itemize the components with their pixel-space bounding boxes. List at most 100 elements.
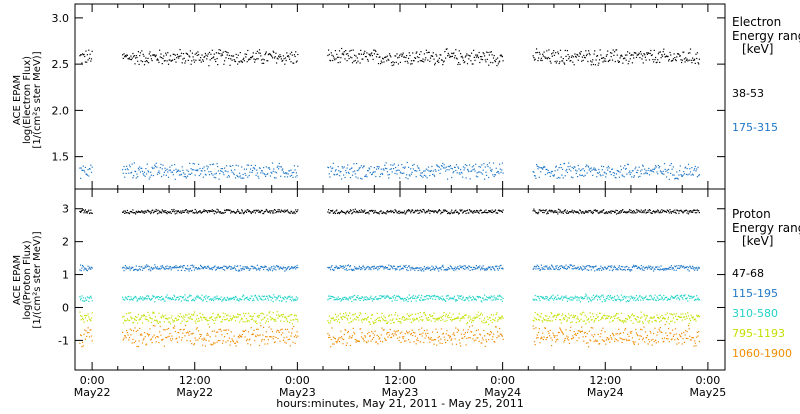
data-point <box>274 268 275 269</box>
data-point <box>637 172 638 173</box>
data-point <box>230 318 231 319</box>
data-point <box>347 319 348 320</box>
data-point <box>138 168 139 169</box>
data-point <box>199 168 200 169</box>
data-point <box>607 267 608 268</box>
data-point <box>548 269 549 270</box>
data-point <box>535 268 536 269</box>
data-point <box>556 62 557 63</box>
data-point <box>184 265 185 266</box>
data-point <box>682 176 683 177</box>
data-point <box>217 317 218 318</box>
data-point <box>659 318 660 319</box>
data-point <box>646 317 647 318</box>
data-point <box>132 53 133 54</box>
data-point <box>449 313 450 314</box>
data-point <box>396 269 397 270</box>
data-point <box>698 167 699 168</box>
data-point <box>275 53 276 54</box>
data-point <box>185 299 186 300</box>
data-point <box>330 298 331 299</box>
data-point <box>263 167 264 168</box>
data-point <box>154 167 155 168</box>
data-point <box>195 212 196 213</box>
data-point <box>613 300 614 301</box>
data-point <box>132 209 133 210</box>
data-point <box>412 63 413 64</box>
data-point <box>290 176 291 177</box>
data-point <box>557 269 558 270</box>
data-point <box>407 297 408 298</box>
data-point <box>463 166 464 167</box>
data-point <box>197 268 198 269</box>
data-point <box>338 62 339 63</box>
data-point <box>615 212 616 213</box>
data-point <box>683 211 684 212</box>
electron-data-points <box>79 48 700 180</box>
data-point <box>395 55 396 56</box>
data-point <box>282 300 283 301</box>
data-point <box>559 177 560 178</box>
data-point <box>696 315 697 316</box>
data-point <box>476 210 477 211</box>
data-point <box>133 322 134 323</box>
data-point <box>559 212 560 213</box>
data-point <box>434 176 435 177</box>
data-point <box>580 170 581 171</box>
data-point <box>290 53 291 54</box>
data-point <box>130 329 131 330</box>
data-point <box>87 212 88 213</box>
data-point <box>388 322 389 323</box>
data-point <box>253 268 254 269</box>
data-point <box>224 319 225 320</box>
data-point <box>473 165 474 166</box>
data-point <box>135 341 136 342</box>
data-point <box>417 165 418 166</box>
data-point <box>260 325 261 326</box>
data-point <box>177 342 178 343</box>
data-point <box>546 209 547 210</box>
data-point <box>379 56 380 57</box>
data-point <box>692 58 693 59</box>
data-point <box>161 317 162 318</box>
data-point <box>625 55 626 56</box>
data-point <box>687 300 688 301</box>
data-point <box>661 299 662 300</box>
data-point <box>412 298 413 299</box>
data-point <box>686 316 687 317</box>
data-point <box>400 321 401 322</box>
data-point <box>336 298 337 299</box>
data-point <box>546 266 547 267</box>
data-point <box>392 320 393 321</box>
data-point <box>634 175 635 176</box>
data-point <box>417 210 418 211</box>
data-point <box>680 165 681 166</box>
data-point <box>456 164 457 165</box>
data-point <box>672 296 673 297</box>
data-point <box>364 297 365 298</box>
data-point <box>158 60 159 61</box>
data-point <box>678 213 679 214</box>
data-point <box>247 50 248 51</box>
data-point <box>159 331 160 332</box>
data-point <box>668 268 669 269</box>
data-point <box>590 171 591 172</box>
data-point <box>368 61 369 62</box>
data-point <box>278 168 279 169</box>
data-point <box>491 171 492 172</box>
data-point <box>359 266 360 267</box>
data-point <box>443 267 444 268</box>
data-point <box>638 176 639 177</box>
data-point <box>334 58 335 59</box>
data-point <box>549 172 550 173</box>
data-point <box>258 176 259 177</box>
data-point <box>496 59 497 60</box>
data-point <box>192 169 193 170</box>
data-point <box>140 296 141 297</box>
data-point <box>490 298 491 299</box>
data-point <box>572 321 573 322</box>
data-point <box>149 334 150 335</box>
data-point <box>175 169 176 170</box>
data-point <box>287 329 288 330</box>
data-point <box>436 319 437 320</box>
